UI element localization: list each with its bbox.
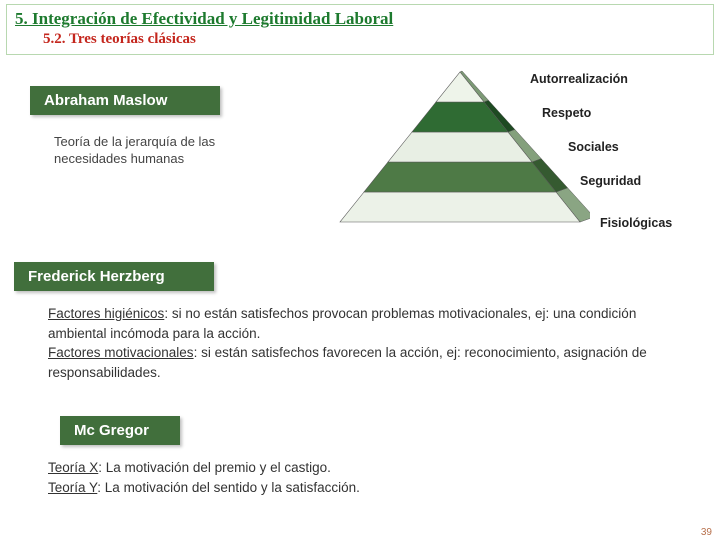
mcgregor-y-text: : La motivación del sentido y la satisfa… — [97, 480, 360, 495]
page-number: 39 — [701, 527, 712, 538]
mcgregor-x-text: : La motivación del premio y el castigo. — [98, 460, 331, 475]
section-maslow: Abraham Maslow — [30, 86, 220, 115]
mcgregor-heading: Mc Gregor — [60, 416, 180, 445]
maslow-pyramid: Autorrealización Respeto Sociales Seguri… — [330, 70, 580, 240]
maslow-heading: Abraham Maslow — [30, 86, 220, 115]
pyramid-label-3: Sociales — [568, 140, 619, 154]
section-herzberg: Frederick Herzberg — [14, 262, 214, 291]
title-main: 5. Integración de Efectividad y Legitimi… — [15, 9, 705, 29]
pyramid-label-2: Respeto — [542, 106, 591, 120]
pyramid-svg — [330, 70, 590, 250]
herzberg-f2-label: Factores motivacionales — [48, 345, 194, 360]
herzberg-body: Factores higiénicos: si no están satisfe… — [48, 304, 680, 382]
pyramid-label-4: Seguridad — [580, 174, 641, 188]
maslow-description: Teoría de la jerarquía de las necesidade… — [54, 134, 284, 168]
mcgregor-x-label: Teoría X — [48, 460, 98, 475]
title-box: 5. Integración de Efectividad y Legitimi… — [6, 4, 714, 55]
herzberg-heading: Frederick Herzberg — [14, 262, 214, 291]
title-sub: 5.2. Tres teorías clásicas — [43, 31, 705, 48]
pyramid-label-5: Fisiológicas — [600, 216, 672, 230]
section-mcgregor: Mc Gregor — [60, 416, 180, 445]
pyramid-label-1: Autorrealización — [530, 72, 628, 86]
herzberg-f1-label: Factores higiénicos — [48, 306, 164, 321]
mcgregor-body: Teoría X: La motivación del premio y el … — [48, 458, 660, 497]
mcgregor-y-label: Teoría Y — [48, 480, 97, 495]
